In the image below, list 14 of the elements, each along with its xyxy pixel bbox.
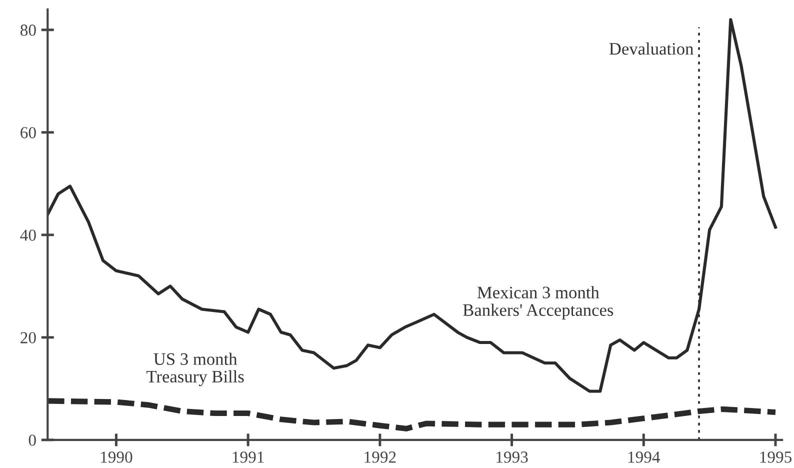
x-tick-label: 1992 [364, 452, 396, 463]
series-label: US 3 month Treasury Bills [146, 352, 244, 386]
y-tick-label: 40 [20, 230, 36, 241]
ref-line-label: Devaluation [609, 42, 694, 55]
series-label: Mexican 3 month Bankers' Acceptances [463, 286, 614, 320]
x-tick-label: 1990 [101, 452, 132, 463]
y-tick-label: 20 [20, 332, 36, 344]
x-tick-label: 1994 [628, 452, 660, 463]
y-tick-label: 0 [28, 434, 36, 446]
y-tick-label: 80 [20, 24, 36, 36]
x-tick-label: 1991 [232, 452, 264, 463]
y-tick-label: 60 [20, 127, 36, 138]
x-tick-label: 1993 [496, 452, 528, 463]
x-tick-label: 1995 [760, 452, 792, 463]
